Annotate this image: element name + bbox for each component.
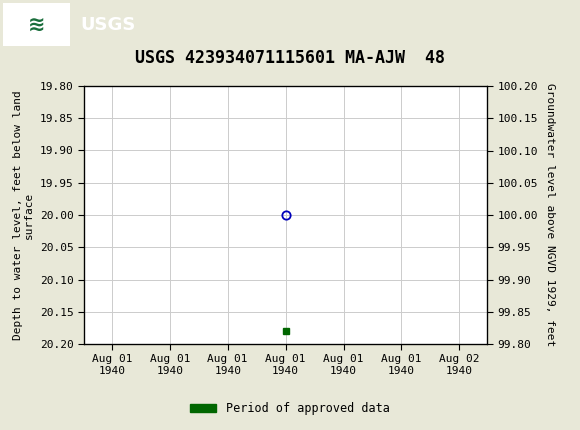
Y-axis label: Depth to water level, feet below land
surface: Depth to water level, feet below land su… — [13, 90, 34, 340]
Y-axis label: Groundwater level above NGVD 1929, feet: Groundwater level above NGVD 1929, feet — [545, 83, 555, 347]
Text: USGS 423934071115601 MA-AJW  48: USGS 423934071115601 MA-AJW 48 — [135, 49, 445, 67]
Text: USGS: USGS — [81, 16, 136, 34]
Text: ≋: ≋ — [28, 15, 46, 35]
FancyBboxPatch shape — [3, 3, 70, 46]
Legend: Period of approved data: Period of approved data — [186, 397, 394, 420]
